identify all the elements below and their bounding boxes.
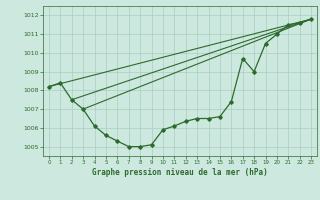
X-axis label: Graphe pression niveau de la mer (hPa): Graphe pression niveau de la mer (hPa) [92,168,268,177]
